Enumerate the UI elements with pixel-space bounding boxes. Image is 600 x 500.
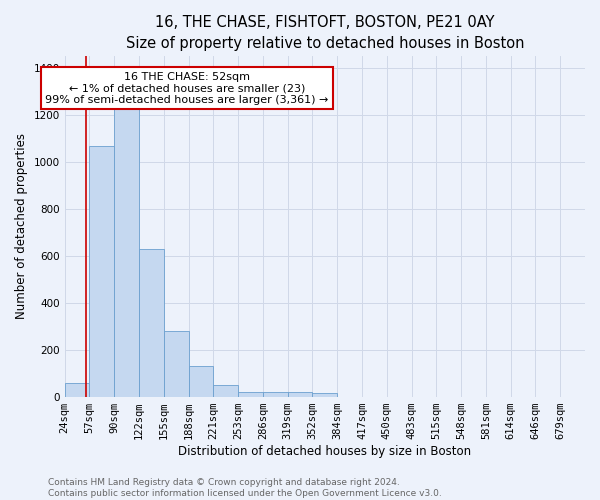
Bar bbox=[188, 366, 214, 396]
Bar bbox=[89, 146, 114, 396]
Bar bbox=[164, 331, 188, 396]
Text: Contains HM Land Registry data © Crown copyright and database right 2024.
Contai: Contains HM Land Registry data © Crown c… bbox=[48, 478, 442, 498]
Bar bbox=[263, 392, 287, 396]
Bar bbox=[65, 382, 89, 396]
Title: 16, THE CHASE, FISHTOFT, BOSTON, PE21 0AY
Size of property relative to detached : 16, THE CHASE, FISHTOFT, BOSTON, PE21 0A… bbox=[125, 15, 524, 51]
Y-axis label: Number of detached properties: Number of detached properties bbox=[15, 134, 28, 320]
Text: 16 THE CHASE: 52sqm
← 1% of detached houses are smaller (23)
99% of semi-detache: 16 THE CHASE: 52sqm ← 1% of detached hou… bbox=[45, 72, 329, 105]
Bar bbox=[114, 84, 139, 396]
Bar bbox=[313, 393, 337, 396]
Bar bbox=[214, 386, 238, 396]
Bar bbox=[287, 392, 313, 396]
Bar bbox=[139, 249, 164, 396]
Bar bbox=[238, 392, 263, 396]
X-axis label: Distribution of detached houses by size in Boston: Distribution of detached houses by size … bbox=[178, 444, 472, 458]
